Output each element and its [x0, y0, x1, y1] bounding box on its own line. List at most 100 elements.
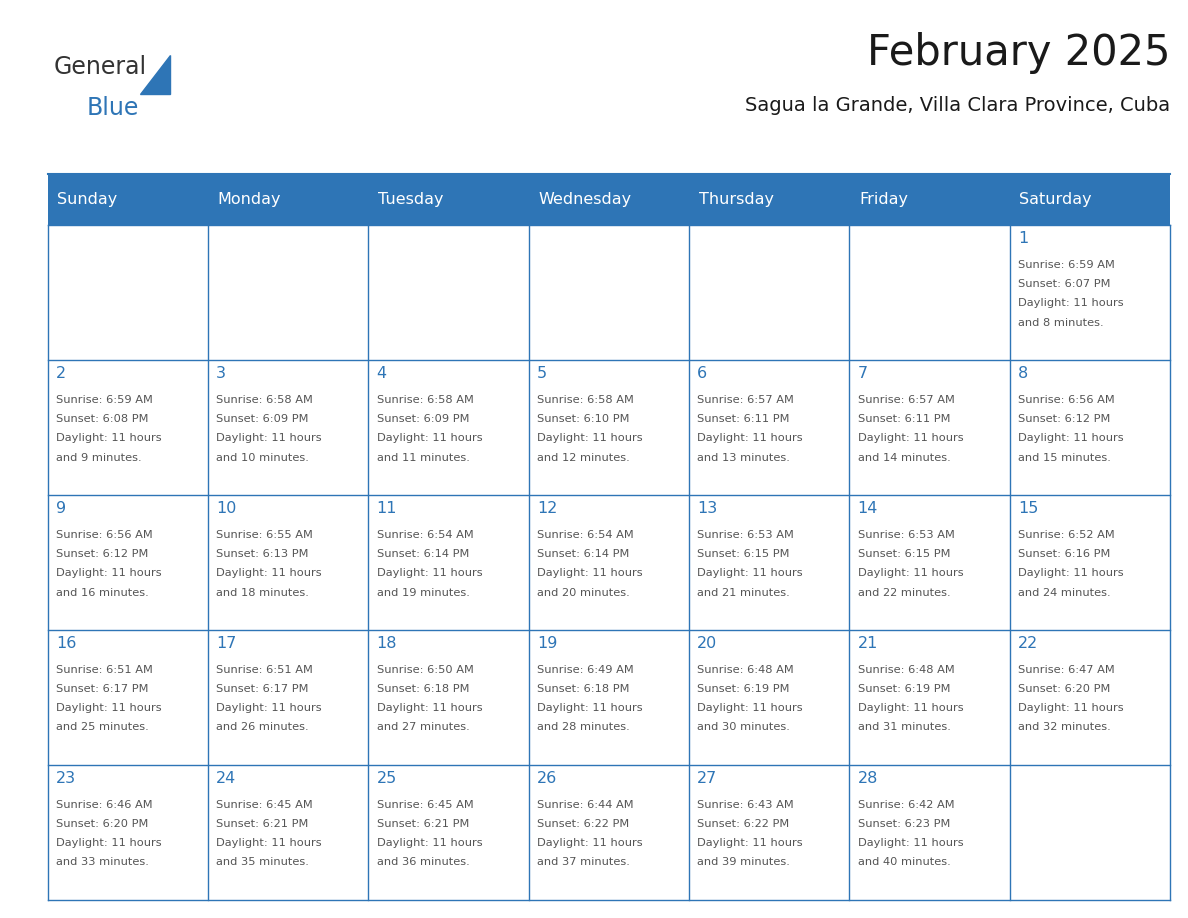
Text: Sunset: 6:21 PM: Sunset: 6:21 PM	[377, 819, 469, 829]
Text: Daylight: 11 hours: Daylight: 11 hours	[697, 838, 803, 848]
Text: Sunrise: 6:52 AM: Sunrise: 6:52 AM	[1018, 530, 1114, 540]
Text: Daylight: 11 hours: Daylight: 11 hours	[697, 433, 803, 443]
Text: and 28 minutes.: and 28 minutes.	[537, 722, 630, 733]
Text: General: General	[53, 55, 146, 79]
Text: 18: 18	[377, 636, 397, 651]
Text: Sunrise: 6:53 AM: Sunrise: 6:53 AM	[858, 530, 955, 540]
Text: Thursday: Thursday	[699, 192, 773, 207]
Text: Daylight: 11 hours: Daylight: 11 hours	[697, 568, 803, 578]
Text: February 2025: February 2025	[867, 32, 1170, 74]
Text: and 22 minutes.: and 22 minutes.	[858, 588, 950, 598]
Text: Daylight: 11 hours: Daylight: 11 hours	[858, 838, 963, 848]
Text: Sunset: 6:23 PM: Sunset: 6:23 PM	[858, 819, 950, 829]
Text: and 18 minutes.: and 18 minutes.	[216, 588, 309, 598]
Text: Daylight: 11 hours: Daylight: 11 hours	[1018, 298, 1124, 308]
Text: Daylight: 11 hours: Daylight: 11 hours	[1018, 433, 1124, 443]
Text: 28: 28	[858, 771, 878, 786]
Text: and 31 minutes.: and 31 minutes.	[858, 722, 950, 733]
Text: Sunday: Sunday	[57, 192, 118, 207]
Text: 27: 27	[697, 771, 718, 786]
Text: Daylight: 11 hours: Daylight: 11 hours	[697, 703, 803, 713]
Text: 15: 15	[1018, 501, 1038, 516]
Text: 10: 10	[216, 501, 236, 516]
Text: 8: 8	[1018, 366, 1029, 381]
Text: and 26 minutes.: and 26 minutes.	[216, 722, 309, 733]
Text: Daylight: 11 hours: Daylight: 11 hours	[56, 568, 162, 578]
Text: 7: 7	[858, 366, 868, 381]
Text: Sunset: 6:13 PM: Sunset: 6:13 PM	[216, 549, 309, 559]
Text: and 15 minutes.: and 15 minutes.	[1018, 453, 1111, 463]
Text: Sunset: 6:19 PM: Sunset: 6:19 PM	[858, 684, 950, 694]
Text: Sunrise: 6:51 AM: Sunrise: 6:51 AM	[216, 665, 314, 675]
Text: Sunrise: 6:42 AM: Sunrise: 6:42 AM	[858, 800, 954, 810]
Text: Sunrise: 6:45 AM: Sunrise: 6:45 AM	[216, 800, 312, 810]
Text: Daylight: 11 hours: Daylight: 11 hours	[537, 838, 643, 848]
Text: Daylight: 11 hours: Daylight: 11 hours	[377, 568, 482, 578]
Text: Sunrise: 6:54 AM: Sunrise: 6:54 AM	[377, 530, 473, 540]
Text: Sunrise: 6:51 AM: Sunrise: 6:51 AM	[56, 665, 153, 675]
Text: and 37 minutes.: and 37 minutes.	[537, 857, 630, 868]
Text: and 27 minutes.: and 27 minutes.	[377, 722, 469, 733]
Text: Sunrise: 6:43 AM: Sunrise: 6:43 AM	[697, 800, 794, 810]
Text: Sunrise: 6:58 AM: Sunrise: 6:58 AM	[377, 395, 474, 405]
Text: Daylight: 11 hours: Daylight: 11 hours	[377, 703, 482, 713]
Text: Sunrise: 6:59 AM: Sunrise: 6:59 AM	[56, 395, 153, 405]
Text: 13: 13	[697, 501, 718, 516]
Text: and 13 minutes.: and 13 minutes.	[697, 453, 790, 463]
Text: 1: 1	[1018, 231, 1029, 246]
Text: Sunrise: 6:59 AM: Sunrise: 6:59 AM	[1018, 260, 1116, 270]
Text: Daylight: 11 hours: Daylight: 11 hours	[858, 568, 963, 578]
Text: Daylight: 11 hours: Daylight: 11 hours	[858, 433, 963, 443]
Text: Sunset: 6:14 PM: Sunset: 6:14 PM	[377, 549, 469, 559]
Text: Sunset: 6:09 PM: Sunset: 6:09 PM	[377, 414, 469, 424]
Text: 19: 19	[537, 636, 557, 651]
Text: Sunset: 6:20 PM: Sunset: 6:20 PM	[56, 819, 148, 829]
Text: Wednesday: Wednesday	[538, 192, 631, 207]
Text: 12: 12	[537, 501, 557, 516]
Text: Sunset: 6:21 PM: Sunset: 6:21 PM	[216, 819, 309, 829]
Text: Sunset: 6:08 PM: Sunset: 6:08 PM	[56, 414, 148, 424]
Text: Sunrise: 6:57 AM: Sunrise: 6:57 AM	[858, 395, 955, 405]
Text: Sunrise: 6:49 AM: Sunrise: 6:49 AM	[537, 665, 633, 675]
Text: Sunset: 6:15 PM: Sunset: 6:15 PM	[858, 549, 950, 559]
Text: 4: 4	[377, 366, 387, 381]
Text: and 39 minutes.: and 39 minutes.	[697, 857, 790, 868]
Text: Sunset: 6:12 PM: Sunset: 6:12 PM	[1018, 414, 1111, 424]
Text: Sunset: 6:22 PM: Sunset: 6:22 PM	[697, 819, 790, 829]
Text: Sunrise: 6:58 AM: Sunrise: 6:58 AM	[537, 395, 634, 405]
Text: Sunset: 6:14 PM: Sunset: 6:14 PM	[537, 549, 630, 559]
Text: Saturday: Saturday	[1019, 192, 1092, 207]
Text: Friday: Friday	[859, 192, 908, 207]
Text: and 19 minutes.: and 19 minutes.	[377, 588, 469, 598]
Text: Sunrise: 6:47 AM: Sunrise: 6:47 AM	[1018, 665, 1114, 675]
Text: Sunset: 6:07 PM: Sunset: 6:07 PM	[1018, 279, 1111, 289]
Text: and 35 minutes.: and 35 minutes.	[216, 857, 309, 868]
Text: 23: 23	[56, 771, 76, 786]
Text: Daylight: 11 hours: Daylight: 11 hours	[377, 838, 482, 848]
Text: Sunset: 6:18 PM: Sunset: 6:18 PM	[377, 684, 469, 694]
Text: Sunset: 6:17 PM: Sunset: 6:17 PM	[216, 684, 309, 694]
Text: 3: 3	[216, 366, 226, 381]
Text: and 24 minutes.: and 24 minutes.	[1018, 588, 1111, 598]
Text: Daylight: 11 hours: Daylight: 11 hours	[56, 433, 162, 443]
Text: and 36 minutes.: and 36 minutes.	[377, 857, 469, 868]
Text: Sunset: 6:18 PM: Sunset: 6:18 PM	[537, 684, 630, 694]
Text: 6: 6	[697, 366, 708, 381]
Text: 20: 20	[697, 636, 718, 651]
Text: Daylight: 11 hours: Daylight: 11 hours	[858, 703, 963, 713]
Text: Sunset: 6:15 PM: Sunset: 6:15 PM	[697, 549, 790, 559]
Text: Daylight: 11 hours: Daylight: 11 hours	[537, 703, 643, 713]
Text: Sunset: 6:22 PM: Sunset: 6:22 PM	[537, 819, 630, 829]
Text: 2: 2	[56, 366, 67, 381]
Text: 26: 26	[537, 771, 557, 786]
Text: Daylight: 11 hours: Daylight: 11 hours	[1018, 568, 1124, 578]
Text: Sunrise: 6:46 AM: Sunrise: 6:46 AM	[56, 800, 152, 810]
Text: 11: 11	[377, 501, 397, 516]
Text: Sunrise: 6:57 AM: Sunrise: 6:57 AM	[697, 395, 795, 405]
Text: 9: 9	[56, 501, 67, 516]
Text: Blue: Blue	[87, 96, 139, 120]
Bar	[48, 174, 1170, 225]
Text: Sunrise: 6:48 AM: Sunrise: 6:48 AM	[858, 665, 954, 675]
Text: Sunrise: 6:50 AM: Sunrise: 6:50 AM	[377, 665, 474, 675]
Text: 5: 5	[537, 366, 548, 381]
